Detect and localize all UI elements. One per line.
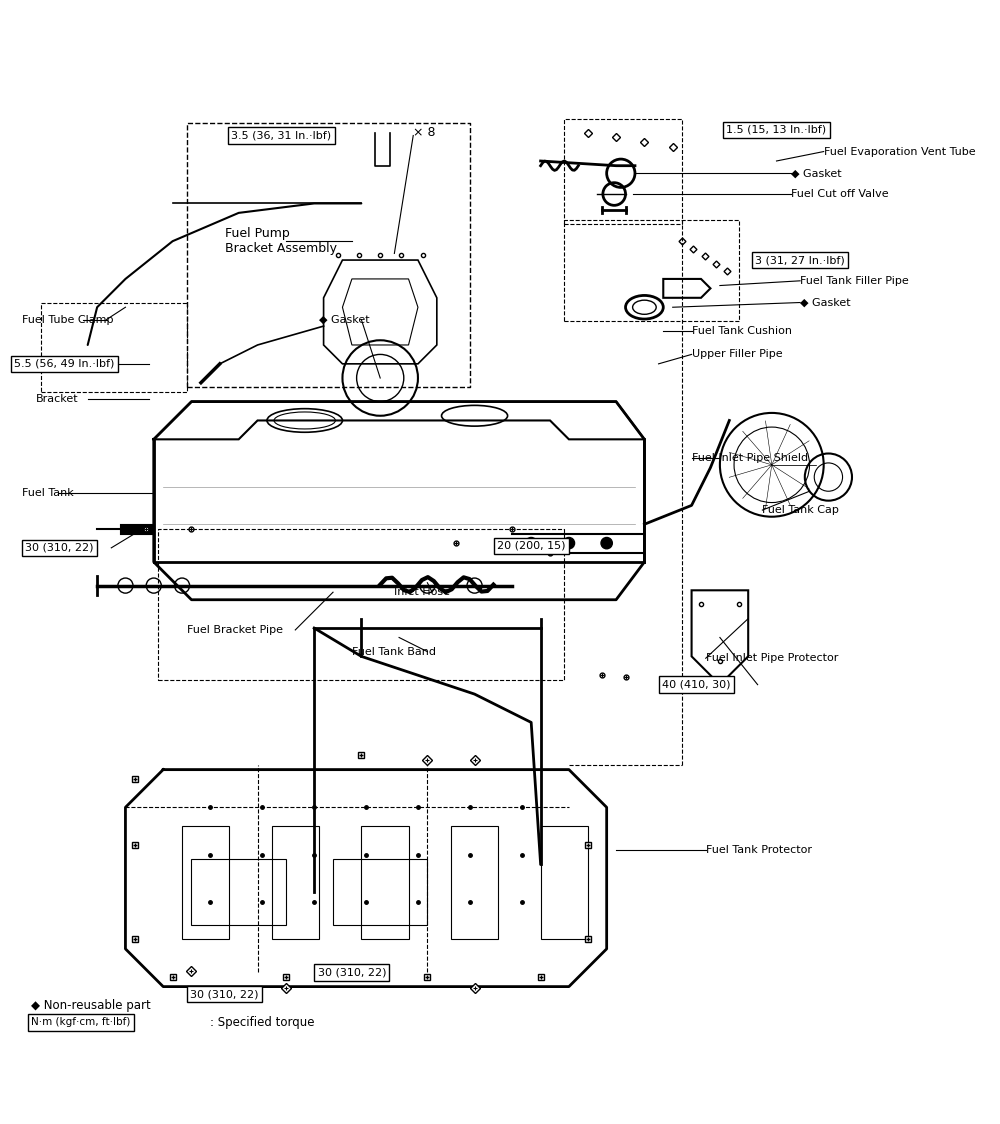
Text: Fuel Tank Band: Fuel Tank Band (352, 646, 436, 656)
Text: Fuel Tank Filler Pipe: Fuel Tank Filler Pipe (800, 275, 909, 285)
Text: 30 (310, 22): 30 (310, 22) (25, 543, 94, 553)
Text: Fuel Inlet Pipe Protector: Fuel Inlet Pipe Protector (706, 653, 838, 663)
Circle shape (146, 578, 161, 593)
Text: Fuel Cut off Valve: Fuel Cut off Valve (791, 189, 888, 199)
Text: 20 (200, 15): 20 (200, 15) (497, 541, 565, 551)
Text: N·m (kgf·cm, ft·lbf): N·m (kgf·cm, ft·lbf) (31, 1017, 130, 1027)
Text: Fuel Tank Protector: Fuel Tank Protector (706, 845, 812, 854)
Circle shape (467, 578, 482, 593)
Text: 30 (310, 22): 30 (310, 22) (318, 968, 386, 978)
Circle shape (601, 537, 612, 549)
Text: 30 (310, 22): 30 (310, 22) (190, 989, 259, 999)
Text: ◆ Gasket: ◆ Gasket (791, 169, 841, 179)
Text: × 8: × 8 (413, 126, 436, 139)
Text: ◆ Non-reusable part: ◆ Non-reusable part (31, 999, 151, 1012)
Text: Fuel Tank: Fuel Tank (22, 488, 73, 498)
Text: ◆ Gasket: ◆ Gasket (319, 315, 369, 325)
Text: Fuel Evaporation Vent Tube: Fuel Evaporation Vent Tube (824, 146, 975, 156)
Bar (182, 826, 229, 940)
Text: 3.5 (36, 31 In.·lbf): 3.5 (36, 31 In.·lbf) (231, 130, 331, 140)
Text: 3 (31, 27 In.·lbf): 3 (31, 27 In.·lbf) (755, 255, 845, 265)
Circle shape (526, 537, 537, 549)
Text: Fuel Inlet Pipe Shield: Fuel Inlet Pipe Shield (692, 453, 808, 463)
Bar (541, 826, 588, 940)
Circle shape (420, 578, 435, 593)
Bar (361, 826, 409, 940)
Circle shape (563, 537, 575, 549)
Circle shape (118, 578, 133, 593)
Text: Upper Filler Pipe: Upper Filler Pipe (692, 350, 782, 360)
Bar (191, 859, 286, 925)
Bar (333, 859, 427, 925)
Text: Bracket: Bracket (36, 393, 78, 404)
Text: 5.5 (56, 49 In.·lbf): 5.5 (56, 49 In.·lbf) (14, 359, 114, 369)
Text: Fuel Tube Clamp: Fuel Tube Clamp (22, 315, 113, 325)
Text: : Specified torque: : Specified torque (210, 1016, 315, 1028)
Text: Fuel Bracket Pipe: Fuel Bracket Pipe (187, 625, 283, 635)
Bar (272, 826, 319, 940)
Text: 40 (410, 30): 40 (410, 30) (662, 680, 731, 690)
Text: Fuel Tank Cushion: Fuel Tank Cushion (692, 326, 792, 336)
Text: Fuel Pump
Bracket Assembly: Fuel Pump Bracket Assembly (225, 227, 337, 255)
Text: ◆ Gasket: ◆ Gasket (800, 298, 851, 308)
Text: Fuel Tank Cap: Fuel Tank Cap (762, 505, 839, 515)
Text: 1.5 (15, 13 In.·lbf): 1.5 (15, 13 In.·lbf) (726, 125, 827, 135)
Text: Inlet Hose: Inlet Hose (394, 587, 450, 597)
Bar (451, 826, 498, 940)
Circle shape (175, 578, 190, 593)
